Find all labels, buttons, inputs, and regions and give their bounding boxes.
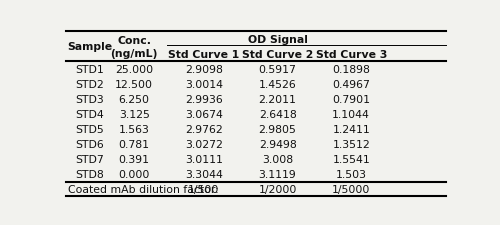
Text: 0.781: 0.781 — [118, 140, 150, 149]
Text: STD5: STD5 — [75, 124, 104, 134]
Text: STD3: STD3 — [75, 94, 104, 104]
Text: 0.5917: 0.5917 — [258, 65, 296, 74]
Text: 2.9805: 2.9805 — [258, 124, 296, 134]
Text: OD Signal: OD Signal — [248, 35, 308, 45]
Text: 2.6418: 2.6418 — [258, 110, 296, 119]
Text: Std Curve 2: Std Curve 2 — [242, 50, 313, 60]
Text: 3.0272: 3.0272 — [185, 140, 223, 149]
Text: 2.2011: 2.2011 — [258, 94, 296, 104]
Text: STD4: STD4 — [75, 110, 104, 119]
Text: 3.0014: 3.0014 — [185, 80, 223, 90]
Text: 2.9098: 2.9098 — [185, 65, 223, 74]
Text: 1/5000: 1/5000 — [332, 184, 370, 194]
Text: 0.4967: 0.4967 — [332, 80, 370, 90]
Text: 1.4526: 1.4526 — [258, 80, 296, 90]
Text: 1/2000: 1/2000 — [258, 184, 297, 194]
Text: 0.391: 0.391 — [118, 154, 150, 164]
Text: STD8: STD8 — [75, 169, 104, 179]
Text: 1.5541: 1.5541 — [332, 154, 370, 164]
Text: 1.3512: 1.3512 — [332, 140, 370, 149]
Text: STD1: STD1 — [75, 65, 104, 74]
Text: 3.1119: 3.1119 — [258, 169, 296, 179]
Text: STD7: STD7 — [75, 154, 104, 164]
Text: STD6: STD6 — [75, 140, 104, 149]
Text: 12.500: 12.500 — [115, 80, 153, 90]
Text: 0.7901: 0.7901 — [332, 94, 370, 104]
Text: 2.9498: 2.9498 — [258, 140, 296, 149]
Text: 1.1044: 1.1044 — [332, 110, 370, 119]
Text: 1/500: 1/500 — [188, 184, 220, 194]
Text: 3.0674: 3.0674 — [185, 110, 223, 119]
Text: Sample: Sample — [67, 42, 112, 52]
Text: 2.9762: 2.9762 — [185, 124, 223, 134]
Text: Conc.
(ng/mL): Conc. (ng/mL) — [110, 36, 158, 59]
Text: 0.1898: 0.1898 — [332, 65, 370, 74]
Text: 1.2411: 1.2411 — [332, 124, 370, 134]
Text: 6.250: 6.250 — [118, 94, 150, 104]
Text: Std Curve 1: Std Curve 1 — [168, 50, 240, 60]
Text: STD2: STD2 — [75, 80, 104, 90]
Text: 3.3044: 3.3044 — [185, 169, 223, 179]
Text: 3.008: 3.008 — [262, 154, 293, 164]
Text: 2.9936: 2.9936 — [185, 94, 223, 104]
Text: Std Curve 3: Std Curve 3 — [316, 50, 387, 60]
Text: Coated mAb dilution factor:: Coated mAb dilution factor: — [68, 184, 219, 194]
Text: 1.563: 1.563 — [119, 124, 150, 134]
Text: 3.0111: 3.0111 — [185, 154, 223, 164]
Text: 25.000: 25.000 — [115, 65, 153, 74]
Text: 3.125: 3.125 — [119, 110, 150, 119]
Text: 1.503: 1.503 — [336, 169, 366, 179]
Text: 0.000: 0.000 — [118, 169, 150, 179]
